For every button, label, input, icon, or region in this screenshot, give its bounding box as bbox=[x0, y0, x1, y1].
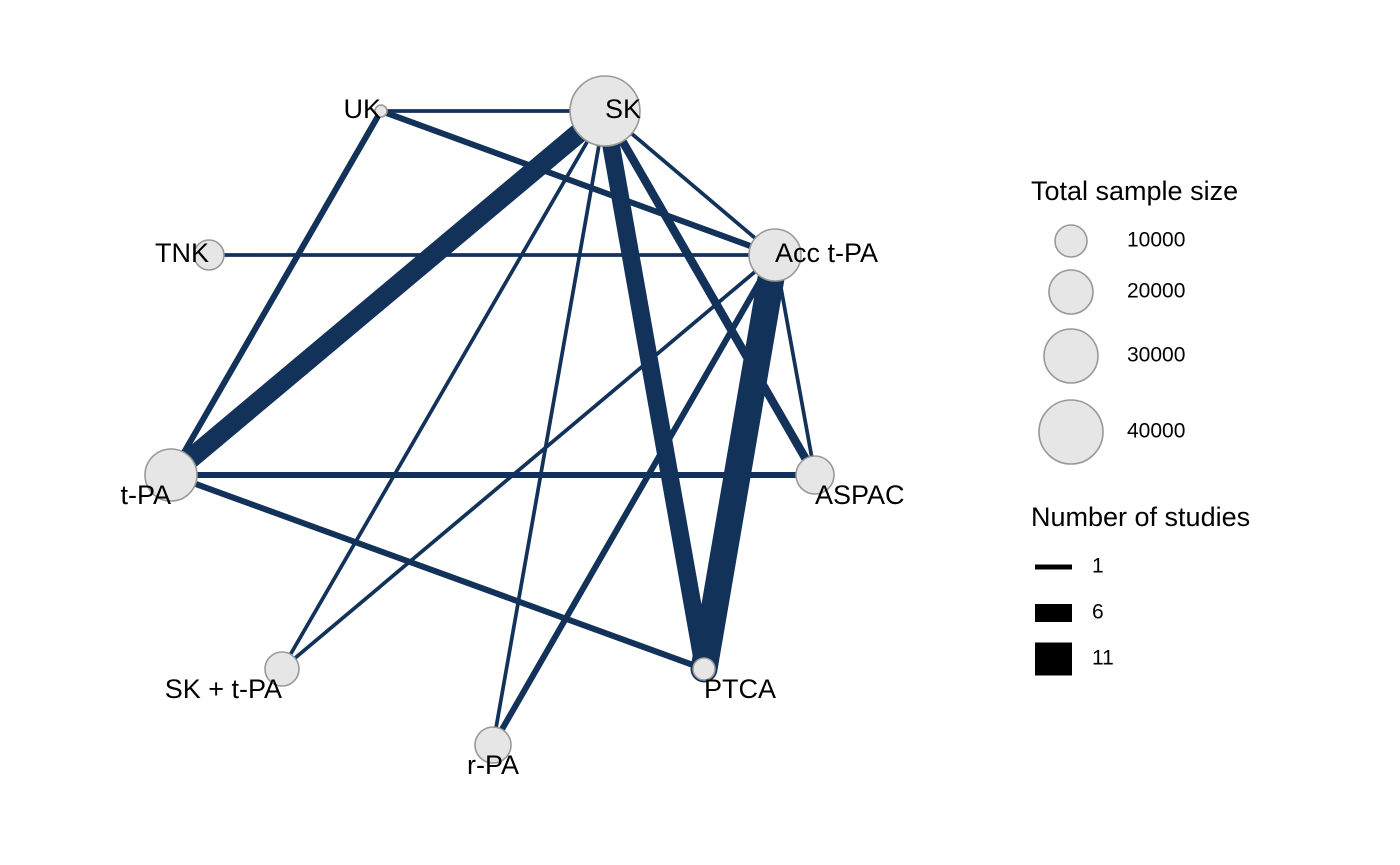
edge-acc-t-pa-aspac bbox=[773, 253, 817, 477]
studies-legend-label-6: 6 bbox=[1092, 601, 1104, 624]
node-label-sk: SK bbox=[605, 94, 641, 124]
size-legend-label-20000: 20000 bbox=[1127, 280, 1185, 303]
node-label-uk: UK bbox=[343, 94, 381, 124]
node-label-t-pa: t-PA bbox=[120, 480, 171, 510]
node-ptca bbox=[692, 657, 716, 681]
node-uk bbox=[374, 104, 388, 118]
edge-uk-t-pa bbox=[167, 107, 385, 479]
edge-acc-t-pa-ptca bbox=[690, 241, 789, 683]
edge-acc-t-pa-sk-t-pa bbox=[280, 253, 777, 671]
studies-legend-title: Number of studies bbox=[1031, 502, 1250, 532]
network-labels: SK UK TNK Acc t-PA t-PA ASPAC SK + t-PA PTCA r-P… bbox=[120, 94, 904, 780]
studies-legend: Number of studies 1 6 11 bbox=[1031, 502, 1250, 676]
node-label-acc-t-pa: Acc t-PA bbox=[775, 238, 878, 268]
size-legend-key-30000 bbox=[1043, 328, 1099, 384]
node-label-ptca: PTCA bbox=[704, 674, 776, 704]
node-tnk bbox=[193, 239, 225, 271]
studies-legend-key-1 bbox=[1035, 564, 1072, 570]
size-legend-label-30000: 30000 bbox=[1127, 344, 1185, 367]
node-sk bbox=[569, 75, 641, 147]
node-label-r-pa: r-PA bbox=[467, 750, 519, 780]
node-label-tnk: TNK bbox=[155, 238, 209, 268]
studies-legend-key-11 bbox=[1035, 642, 1072, 676]
node-acc-t-pa bbox=[748, 228, 802, 282]
sample-size-legend-title: Total sample size bbox=[1031, 176, 1238, 206]
size-legend-key-10000 bbox=[1054, 224, 1088, 258]
network-nodes bbox=[144, 75, 835, 764]
size-legend-key-40000 bbox=[1038, 399, 1104, 465]
edge-sk-t-pa bbox=[161, 101, 615, 485]
studies-legend-label-1: 1 bbox=[1092, 555, 1104, 578]
node-label-sk-t-pa: SK + t-PA bbox=[165, 674, 282, 704]
edge-acc-t-pa-r-pa bbox=[489, 251, 779, 749]
node-label-aspac: ASPAC bbox=[815, 480, 905, 510]
node-sk-t-pa bbox=[264, 651, 300, 687]
size-legend-key-20000 bbox=[1048, 269, 1094, 315]
edge-sk-acc-t-pa bbox=[603, 109, 777, 257]
node-r-pa bbox=[474, 726, 512, 764]
network-edges bbox=[161, 101, 820, 749]
studies-legend-key-6 bbox=[1035, 604, 1072, 622]
edge-t-pa-ptca bbox=[167, 471, 708, 673]
edge-sk-aspac bbox=[600, 106, 820, 480]
node-t-pa bbox=[144, 448, 198, 502]
studies-legend-label-11: 11 bbox=[1092, 647, 1114, 670]
edge-uk-acc-t-pa bbox=[377, 107, 779, 259]
edge-sk-sk-t-pa bbox=[280, 109, 607, 671]
size-legend-label-10000: 10000 bbox=[1127, 229, 1185, 252]
edge-sk-r-pa bbox=[491, 109, 607, 747]
node-aspac bbox=[795, 455, 835, 495]
edge-sk-ptca bbox=[596, 102, 713, 678]
size-legend-label-40000: 40000 bbox=[1127, 420, 1185, 443]
sample-size-legend: Total sample size 10000 20000 30000 40000 bbox=[1031, 176, 1238, 465]
